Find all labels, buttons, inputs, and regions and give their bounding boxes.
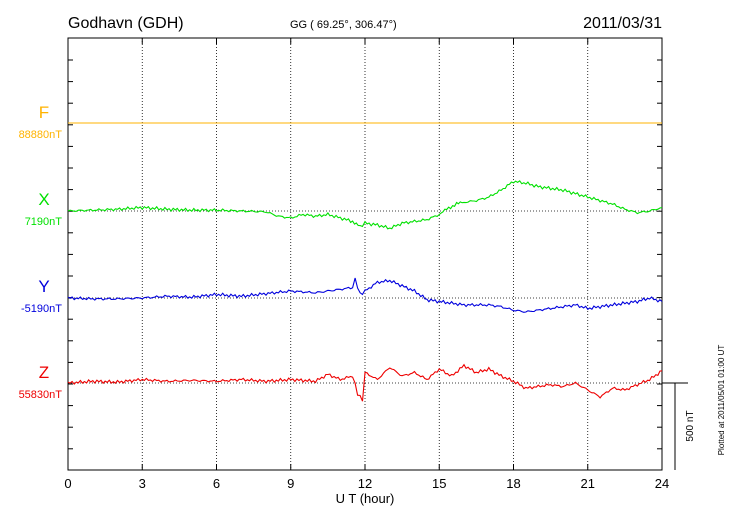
series-baseline-value-z: 55830nT [19,389,63,401]
x-tick-label: 0 [64,476,71,491]
series-line-z [67,363,663,402]
series-name-f: F [39,103,49,122]
series-lines [67,122,663,402]
x-tick-label: 24 [655,476,669,491]
x-axis-title: U T (hour) [336,491,395,506]
x-tick-label: 6 [213,476,220,491]
x-tick-label: 15 [432,476,446,491]
date-label: 2011/03/31 [583,15,662,32]
x-axis-ticks: 0 3 6 9 12 15 18 21 24 [64,38,669,491]
x-tick-label: 3 [139,476,146,491]
plot-timestamp: Plotted at 2011/05/01 01:00 UT [717,345,726,456]
x-tick-label: 18 [506,476,520,491]
x-tick-label: 9 [287,476,294,491]
series-labels: F 88880nT X 7190nT Y -5190nT Z 55830nT [19,103,63,401]
series-baseline-value-f: 88880nT [19,129,63,141]
station-title: Godhavn (GDH) [68,15,184,32]
series-line-y [67,277,663,313]
series-name-y: Y [38,277,49,296]
x-tick-label: 12 [358,476,372,491]
series-baseline-value-y: -5190nT [21,303,62,315]
scale-bar: 500 nT [662,382,696,470]
series-name-z: Z [39,363,49,382]
y-tick-marks [68,59,662,450]
grid-lines [141,38,589,470]
series-line-x [67,180,663,230]
coordinates-label: GG ( 69.25°, 306.47°) [290,19,397,31]
scale-bar-label: 500 nT [685,410,696,441]
x-tick-label: 21 [581,476,595,491]
series-name-x: X [38,190,49,209]
series-baseline-value-x: 7190nT [25,216,63,228]
